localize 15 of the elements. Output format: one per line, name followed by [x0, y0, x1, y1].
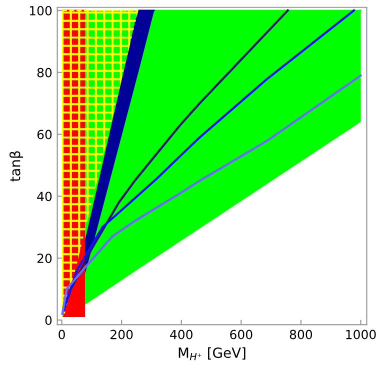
- y-tick-label: 0: [45, 316, 52, 326]
- y-tick-label: 80: [37, 68, 52, 78]
- x-tick-label: 200: [110, 330, 133, 340]
- x-tick-label: 600: [230, 330, 252, 340]
- y-tick-label: 20: [37, 254, 52, 264]
- line-series: [61, 74, 362, 315]
- x-tick-label: 1000: [346, 330, 376, 340]
- x-axis-title: M$_{H⁺}$ [GeV]: [178, 347, 246, 360]
- x-tick-label: 0: [58, 330, 65, 340]
- x-tick-label: 800: [290, 330, 312, 340]
- y-tick-label: 60: [37, 130, 52, 140]
- x-tick-label: 400: [170, 330, 192, 340]
- y-axis-title: tanβ: [9, 151, 24, 182]
- y-tick-label: 40: [37, 192, 52, 202]
- y-tick-label: 100: [30, 6, 52, 16]
